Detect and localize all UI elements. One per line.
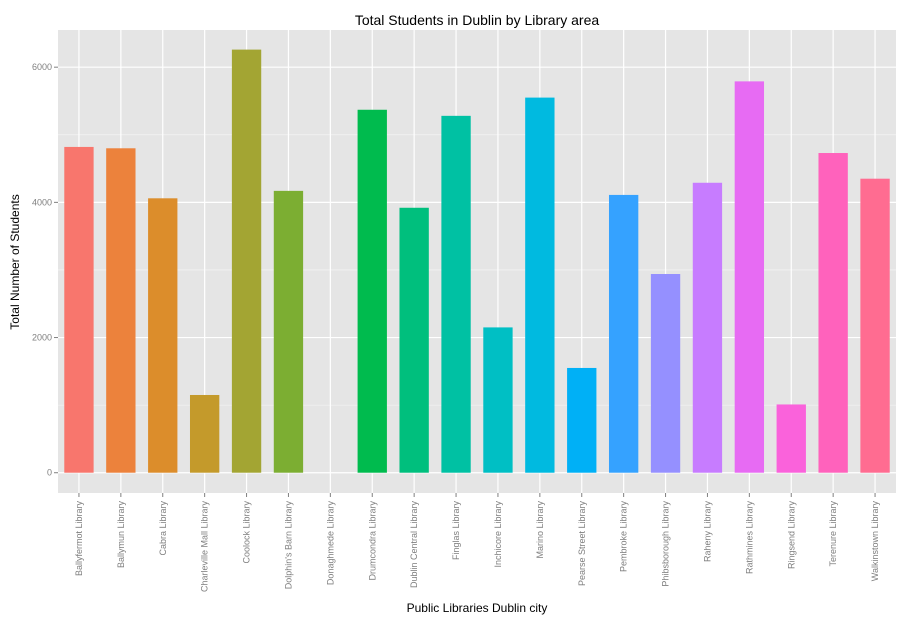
x-tick-label: Inchicore Library [493,501,503,568]
x-tick-label: Dolphin's Barn Library [283,501,293,590]
x-tick-label: Ringsend Library [786,501,796,570]
x-tick-label: Walkinstown Library [870,501,880,582]
x-tick-label: Pearse Street Library [577,501,587,587]
bar [818,153,848,473]
bar [64,146,94,473]
bar [525,97,555,473]
x-tick-label: Ballymun Library [116,501,126,569]
x-tick-label: Pembroke Library [619,501,629,573]
x-tick-label: Terenure Library [828,501,838,567]
bar [106,148,136,473]
x-tick-label: Phibsborough Library [661,501,671,587]
x-tick-label: Marino Library [535,501,545,559]
y-tick-label: 6000 [32,62,52,72]
bar [357,109,387,473]
x-tick-label: Charleville Mall Library [200,501,210,593]
y-tick-label: 2000 [32,333,52,343]
bar [189,394,220,473]
x-tick-label: Cabra Library [158,501,168,556]
bar [483,327,513,473]
x-axis-title: Public Libraries Dublin city [407,601,548,615]
x-tick-label: Donaghmede Library [325,501,335,586]
x-axis: Ballyfermot Library Ballymun Library Cabra… [74,493,880,592]
x-tick-label: Dublin Central Library [409,501,419,589]
y-axis-title: Total Number of Students [8,194,22,329]
x-tick-label: Finglas Library [451,501,461,561]
x-tick-label: Ballyfermot Library [74,501,84,577]
bar [231,49,262,473]
bar [860,178,890,473]
x-tick-label: Coolock Library [242,501,252,564]
bar [776,404,806,473]
y-tick-label: 0 [47,468,52,478]
bar [650,274,681,473]
bar [273,190,304,473]
bar [608,194,639,473]
chart-title: Total Students in Dublin by Library area [355,12,600,28]
plot-panel [58,30,896,493]
bar [692,182,723,473]
x-tick-label: Drumcondra Library [367,501,377,581]
x-tick-label: Rathmines Library [744,501,754,575]
bar [148,198,178,473]
y-axis: 0 2000 4000 6000 [32,62,58,478]
bar [567,367,597,473]
x-tick-label: Raheny Library [702,501,712,563]
bars [64,49,890,473]
bar [441,115,471,473]
bar [399,207,429,473]
y-tick-label: 4000 [32,197,52,207]
bar [734,81,765,473]
